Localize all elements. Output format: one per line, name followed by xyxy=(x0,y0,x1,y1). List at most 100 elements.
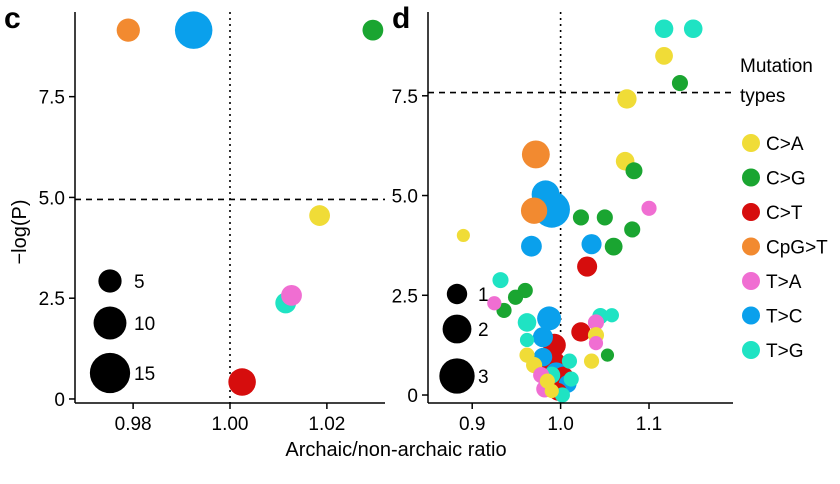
size-legend-label: 3 xyxy=(478,367,489,388)
panel-c-size-legend: 5 10 15 xyxy=(89,269,155,394)
legend-item-c-to-g: C>G xyxy=(742,168,806,190)
data-point-c-to-a xyxy=(309,205,331,226)
data-point-t-to-c xyxy=(521,235,542,257)
data-point-c-to-t xyxy=(228,368,256,396)
data-point-t-to-a xyxy=(487,296,502,311)
data-point-c-to-a xyxy=(544,383,559,399)
size-legend-label: 5 xyxy=(134,272,145,293)
size-legend-circle xyxy=(439,358,475,394)
data-point-t-to-g xyxy=(604,308,619,323)
legend-swatch xyxy=(742,168,760,187)
data-point-t-to-g xyxy=(683,19,703,39)
data-point-c-to-t xyxy=(577,256,598,277)
legend-item-t-to-a: T>A xyxy=(742,272,802,293)
legend-swatch xyxy=(742,341,760,359)
data-point-t-to-g xyxy=(519,332,535,348)
size-legend-label: 2 xyxy=(478,320,489,341)
data-point-cpg-to-t xyxy=(521,140,550,169)
data-point-t-to-a xyxy=(587,314,605,331)
data-point-t-to-g xyxy=(561,353,578,369)
x-tick-label: 1.0 xyxy=(547,414,573,435)
panel-d-reference-lines xyxy=(428,12,735,403)
legend-item-t-to-g: T>G xyxy=(742,341,803,362)
x-tick-label: 1.1 xyxy=(636,414,662,435)
legend-item-c-to-a: C>A xyxy=(742,134,804,155)
y-axis-title: −log(P) xyxy=(9,199,31,264)
legend-label: CpG>T xyxy=(766,238,828,259)
legend-title-line-1: Mutation xyxy=(740,56,813,77)
x-tick-label: 0.98 xyxy=(115,414,152,435)
data-point-c-to-a xyxy=(617,89,637,109)
y-tick-label: 2.5 xyxy=(392,286,418,307)
legend-swatch xyxy=(742,203,760,221)
data-point-cpg-to-t xyxy=(116,18,140,42)
data-point-t-to-c xyxy=(532,327,553,348)
size-legend-circle xyxy=(98,269,122,293)
legend-item-c-to-t: C>T xyxy=(742,203,803,224)
size-legend-label: 15 xyxy=(134,364,155,385)
data-point-c-to-g xyxy=(671,74,689,92)
legend-swatch xyxy=(742,134,760,152)
data-point-c-to-g xyxy=(362,19,384,41)
data-point-c-to-a xyxy=(456,228,470,243)
legend-item-t-to-c: T>C xyxy=(742,306,802,328)
panel-c: c 0 2.5 5.0 7.5 0.98 1.00 1.02 5 10 15 xyxy=(4,2,385,435)
panel-c-axes: 0 2.5 5.0 7.5 0.98 1.00 1.02 xyxy=(39,12,385,435)
legend-item-cpg-to-t: CpG>T xyxy=(742,237,828,259)
legend-label: C>G xyxy=(766,169,806,190)
y-tick-label: 0 xyxy=(54,390,65,411)
legend-label: C>A xyxy=(766,134,804,155)
y-tick-label: 5.0 xyxy=(39,188,65,209)
x-axis-title: Archaic/non-archaic ratio xyxy=(285,439,506,461)
mutation-type-legend: Mutation types C>A C>G C>T CpG>T T>A T>C T>G xyxy=(740,56,828,362)
data-point-t-to-a xyxy=(588,336,604,351)
panel-letter-d: d xyxy=(392,2,410,35)
panel-d-points xyxy=(456,19,703,403)
x-tick-label: 0.9 xyxy=(459,414,485,435)
data-point-t-to-c xyxy=(174,11,213,49)
data-point-c-to-g xyxy=(624,221,641,238)
data-point-c-to-g xyxy=(507,289,524,305)
legend-label: T>A xyxy=(766,272,802,293)
y-tick-label: 7.5 xyxy=(392,87,418,108)
legend-swatch xyxy=(742,306,760,325)
y-tick-label: 2.5 xyxy=(39,289,65,310)
data-point-c-to-a xyxy=(519,347,535,363)
y-tick-label: 5.0 xyxy=(392,187,418,208)
data-point-t-to-g xyxy=(563,371,579,387)
legend-swatch xyxy=(742,237,760,256)
panel-c-reference-lines xyxy=(75,12,385,403)
panel-letter-c: c xyxy=(4,2,21,35)
data-point-t-to-g xyxy=(492,272,509,289)
panel-d-axes: 0 2.5 5.0 7.5 0.9 1.0 1.1 xyxy=(392,12,733,435)
data-point-c-to-t xyxy=(571,322,591,342)
data-point-t-to-a xyxy=(281,284,302,306)
data-point-cpg-to-t xyxy=(520,197,548,224)
legend-title-line-2: types xyxy=(740,86,785,107)
data-point-c-to-g xyxy=(625,162,643,180)
data-point-c-to-g xyxy=(572,209,589,226)
legend-label: T>C xyxy=(766,307,802,328)
y-tick-label: 7.5 xyxy=(39,88,65,109)
data-point-c-to-g xyxy=(604,237,623,256)
data-point-c-to-g xyxy=(596,209,613,226)
data-point-t-to-c xyxy=(537,306,562,331)
data-point-t-to-c xyxy=(581,234,602,255)
size-legend-circle xyxy=(442,314,472,344)
data-point-t-to-g xyxy=(517,313,537,332)
x-tick-label: 1.00 xyxy=(212,414,249,435)
data-point-c-to-a xyxy=(583,353,600,369)
size-legend-label: 10 xyxy=(134,314,155,335)
y-tick-label: 0 xyxy=(407,386,418,407)
data-point-c-to-a xyxy=(655,46,673,65)
x-tick-label: 1.02 xyxy=(308,414,345,435)
legend-label: C>T xyxy=(766,203,803,224)
data-point-t-to-g xyxy=(654,19,674,39)
legend-swatch xyxy=(742,272,760,290)
legend-label: T>G xyxy=(766,341,803,362)
data-point-c-to-g xyxy=(600,348,615,362)
panel-c-points xyxy=(116,11,384,396)
data-point-t-to-a xyxy=(641,200,657,216)
size-legend-label: 1 xyxy=(478,285,489,306)
